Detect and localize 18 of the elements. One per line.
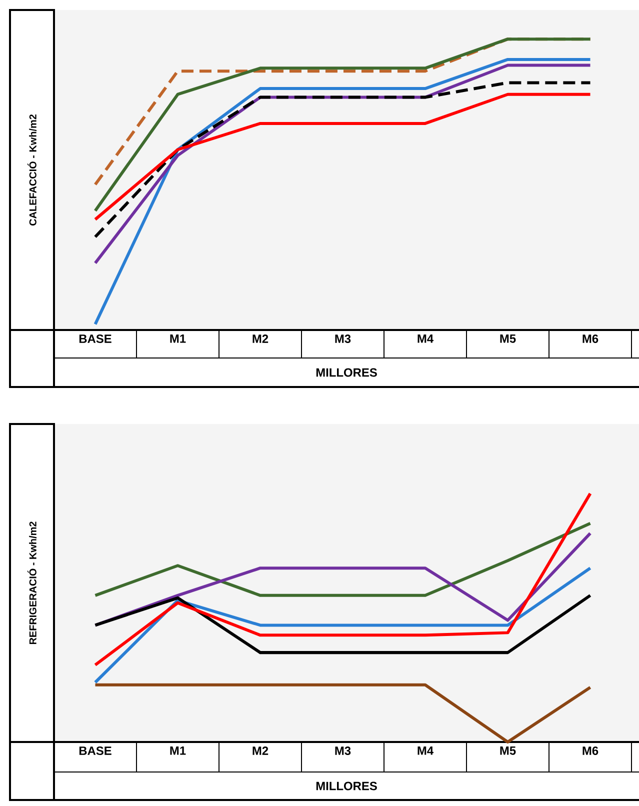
x-tick-label: M2 (252, 334, 268, 343)
x-tick-label: M4 (418, 746, 434, 755)
x-tick-label: BASE (79, 334, 112, 343)
x-tick-label: M4 (418, 334, 434, 343)
x-tick-label: BASE (79, 746, 112, 755)
x-tick-label: M6 (582, 334, 598, 343)
x-tick-label: M5 (500, 334, 516, 343)
y-axis-title: CALEFACCIÓ - Kwh/m2 (27, 114, 37, 226)
x-tick-label: M2 (252, 746, 268, 755)
x-tick-label: M3 (335, 334, 351, 344)
x-tick-label: M1 (170, 334, 186, 343)
x-tick-label: M5 (500, 746, 516, 755)
x-tick-label: M3 (335, 746, 351, 756)
x-tick-label: M1 (170, 746, 186, 755)
x-axis-title: MILLORES (316, 782, 377, 790)
x-axis-title: MILLORES (316, 368, 377, 377)
x-tick-label: M6 (582, 746, 598, 755)
y-axis-title: REFRIGERACIÓ - Kwh/m2 (27, 522, 37, 644)
